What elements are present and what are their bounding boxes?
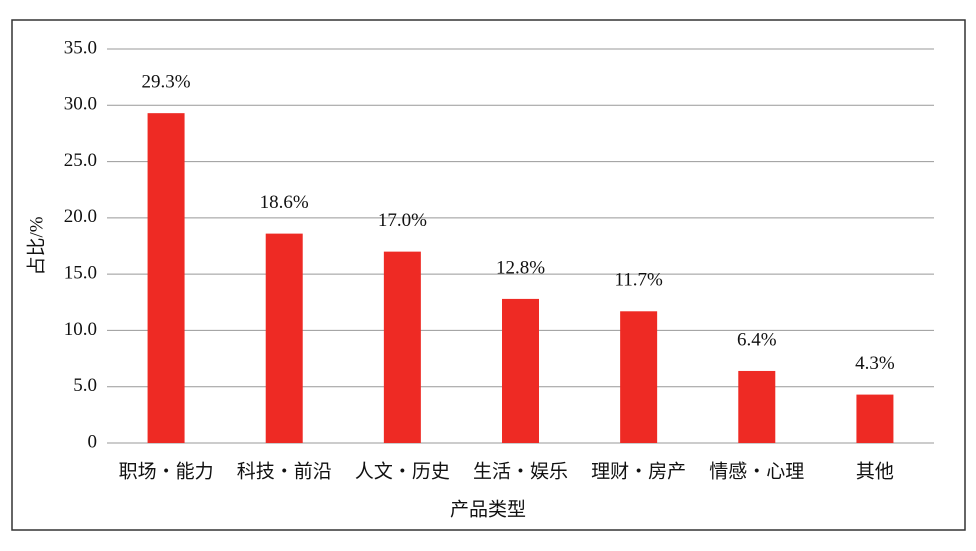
value-label: 6.4% [737, 329, 777, 350]
x-tick-label: 情感・心理 [709, 460, 804, 482]
x-axis-title: 产品类型 [450, 498, 526, 520]
value-label: 17.0% [378, 210, 427, 231]
bar [620, 311, 658, 443]
bar [265, 233, 303, 443]
x-tick-label: 理财・房产 [591, 460, 686, 482]
x-tick-label: 人文・历史 [355, 460, 450, 482]
x-tick-label: 职场・能力 [119, 460, 214, 482]
y-tick-label: 10.0 [64, 319, 97, 340]
y-tick-label: 30.0 [64, 94, 97, 115]
x-tick-label: 科技・前沿 [237, 460, 332, 482]
bar [383, 251, 421, 443]
y-axis-title: 占比/% [25, 216, 47, 275]
value-label: 29.3% [142, 72, 191, 93]
value-label: 18.6% [260, 192, 309, 213]
value-label: 11.7% [614, 270, 663, 291]
chart-border [11, 19, 966, 531]
bar [738, 370, 776, 443]
value-label: 12.8% [496, 257, 545, 278]
value-label: 4.3% [855, 353, 895, 374]
y-tick-label: 0 [88, 431, 98, 452]
y-tick-label: 15.0 [64, 263, 97, 284]
x-tick-label: 其他 [856, 460, 894, 482]
y-tick-label: 25.0 [64, 150, 97, 171]
bar [502, 298, 539, 443]
y-tick-label: 20.0 [64, 206, 97, 227]
bar [147, 113, 185, 443]
bar [856, 394, 894, 443]
x-tick-label: 生活・娱乐 [473, 460, 568, 482]
y-tick-label: 35.0 [64, 37, 97, 58]
y-tick-label: 5.0 [73, 375, 97, 396]
